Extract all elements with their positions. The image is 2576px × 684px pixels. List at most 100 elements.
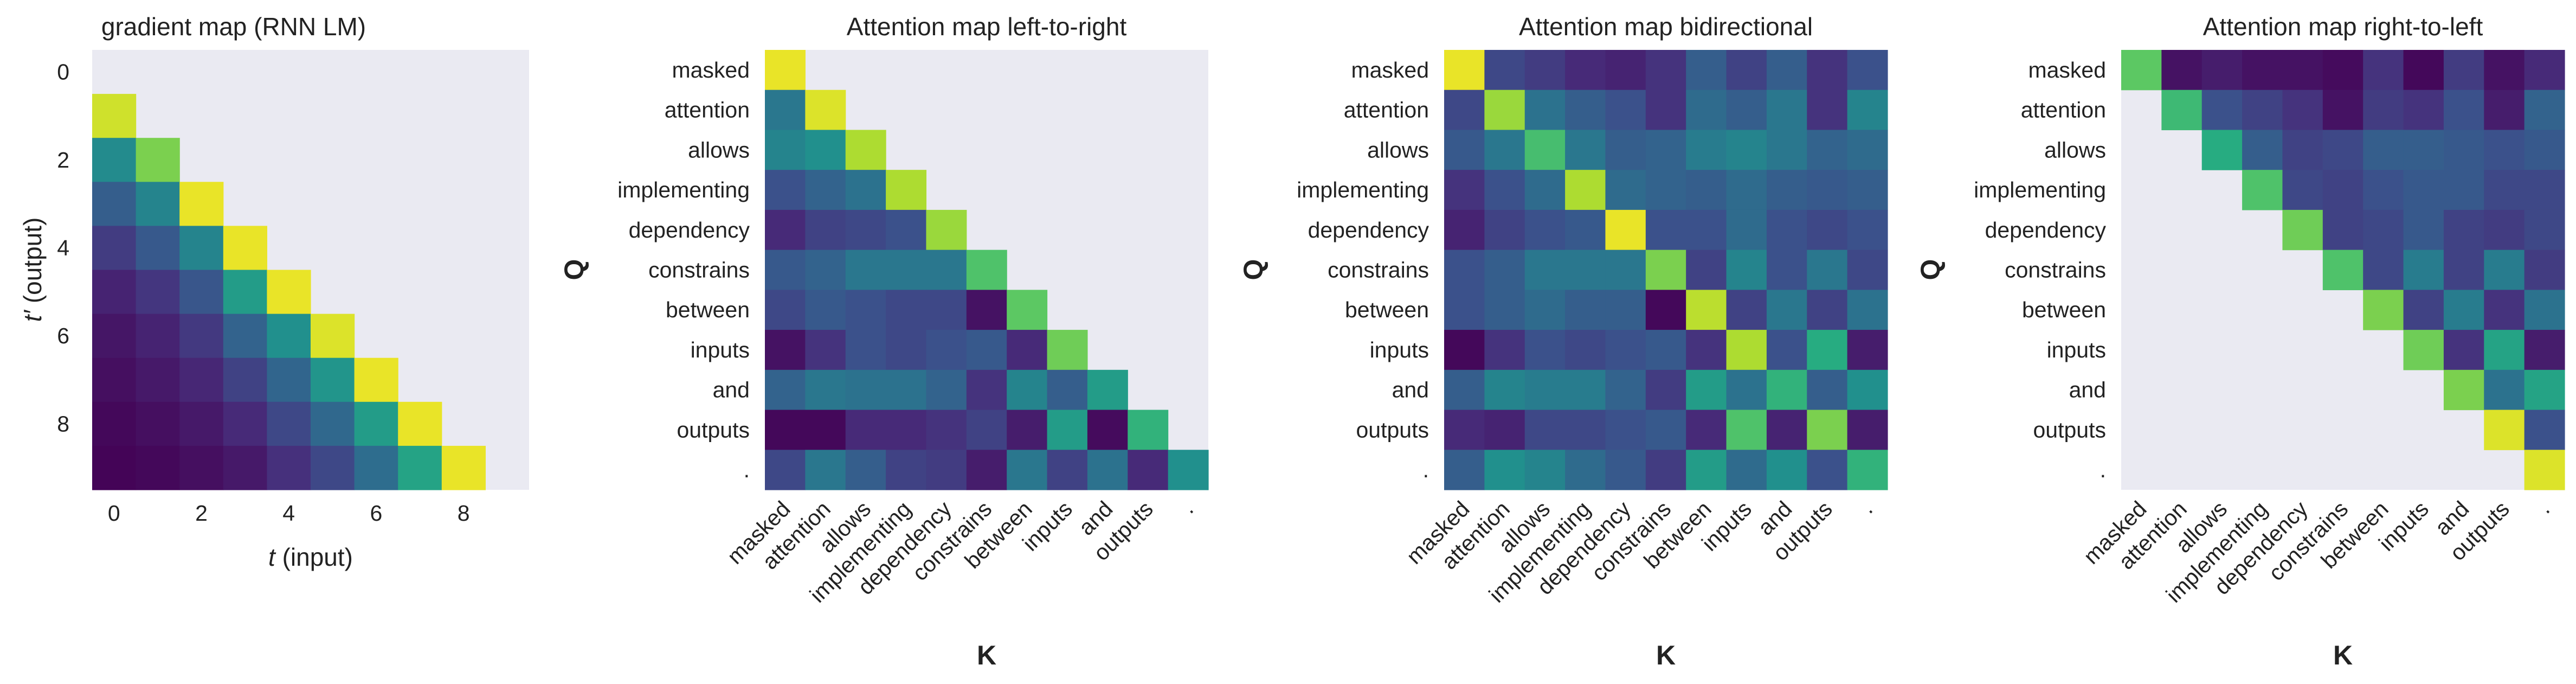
heatmap-cell [2242,130,2283,170]
y-tick-label: allows [1367,137,1429,162]
heatmap-cell [2363,50,2404,91]
heatmap-cell [1847,50,1888,91]
heatmap-cell [1565,90,1606,131]
y-tick-label: and [713,378,750,402]
heatmap-cell [2443,290,2484,330]
heatmap-cell [2443,170,2484,210]
heatmap-cell [1807,450,1848,490]
heatmap-cell [1807,209,1848,251]
heatmap-cell [886,209,927,251]
y-tick-labels: 0 2 4 6 8 [57,60,69,437]
heatmap-cell [1766,410,1807,450]
heatmap-cell [92,182,137,226]
heatmap-cell [2363,209,2404,251]
heatmap-cell [1484,450,1525,490]
heatmap-cell [1807,330,1848,370]
heatmap-cell [1007,450,1048,490]
x-axis-label: K [1656,640,1676,670]
heatmap-cell [2524,410,2565,450]
heatmap-cell [1524,130,1566,170]
heatmap-cell [886,410,927,450]
heatmap-cell [441,445,486,490]
heatmap-cell [845,170,886,210]
heatmap-cell [966,330,1007,370]
heatmap-cell [2242,50,2283,91]
heatmap-cell [1686,90,1727,131]
heatmap-cell [805,369,846,411]
heatmap-cell [354,445,398,490]
heatmap-cell [886,330,927,370]
heatmap-cell [2443,330,2484,370]
heatmap-cell [1444,330,1485,370]
heatmap-cell [966,450,1007,490]
heatmap-cell [1645,209,1686,251]
heatmap-cell [1807,250,1848,290]
y-tick-label: outputs [2033,417,2107,442]
heatmap-cell [765,290,806,330]
heatmap-cell [1726,330,1767,370]
y-tick-label: inputs [2047,337,2106,362]
y-axis-label: Q [559,259,589,280]
heatmap-cell [1565,130,1606,170]
heatmap-cell [1847,369,1888,411]
heatmap-cell [966,369,1007,411]
heatmap-cell [1645,290,1686,330]
heatmap-cell [2524,450,2565,490]
heatmap-cell [2322,50,2364,91]
heatmap-cell [1047,330,1088,370]
heatmap-cell [1524,209,1566,251]
heatmap-cell [1444,170,1485,210]
heatmap-cell [1087,410,1128,450]
heatmap-cell [1605,130,1646,170]
heatmap-cell [1087,450,1128,490]
heatmap-cell [1484,209,1525,251]
y-tick-label: implementing [617,177,750,202]
heatmap-cell [223,226,267,271]
heatmap-cell [92,270,137,315]
heatmap-cell [267,357,311,402]
y-tick-label: attention [665,98,750,123]
heatmap-cell [1484,330,1525,370]
heatmap-cell [1007,330,1048,370]
y-tick-label: inputs [1370,337,1429,362]
heatmap-cell [1726,290,1767,330]
chart-title: Attention map left-to-right [847,12,1127,41]
heatmap-cell [2403,130,2444,170]
heatmap-cell [1645,130,1686,170]
heatmap-cell [1686,170,1727,210]
heatmap-cell [845,369,886,411]
heatmap-cell [765,450,806,490]
y-tick-label: inputs [691,337,750,362]
y-tick-label: masked [1351,57,1429,82]
heatmap-cell [2484,130,2525,170]
heatmap-cell [2403,290,2444,330]
y-tick-label: masked [2028,57,2106,82]
heatmap-cell [765,90,806,131]
x-axis-label: K [2333,640,2353,670]
heatmap-cell [926,369,967,411]
heatmap-cell [2201,130,2243,170]
heatmap-cell [1645,330,1686,370]
heatmap-cell [1686,209,1727,251]
heatmap-cell [2443,369,2484,411]
heatmap-cell [1766,250,1807,290]
heatmap-cell [136,445,180,490]
y-tick-label: attention [2021,98,2106,123]
heatmap-cell [311,401,355,446]
heatmap-cell [1686,130,1727,170]
heatmap-cell [1565,410,1606,450]
heatmap-cell [179,270,224,315]
heatmap-cell [179,357,224,402]
heatmap-cell [1766,330,1807,370]
heatmap-cell [886,290,927,330]
heatmap-cell [1047,410,1088,450]
heatmap-cell [1645,250,1686,290]
y-tick-label: between [2022,297,2106,322]
y-tick-labels: masked attention allows implementing depende… [617,57,750,482]
heatmap-cell [2322,209,2364,251]
heatmap-cell [2282,170,2323,210]
heatmap-cell [805,290,846,330]
heatmap-cell [1007,410,1048,450]
y-tick-labels: masked attention allows implementing depende… [1974,57,2106,482]
heatmap-cell [1686,450,1727,490]
